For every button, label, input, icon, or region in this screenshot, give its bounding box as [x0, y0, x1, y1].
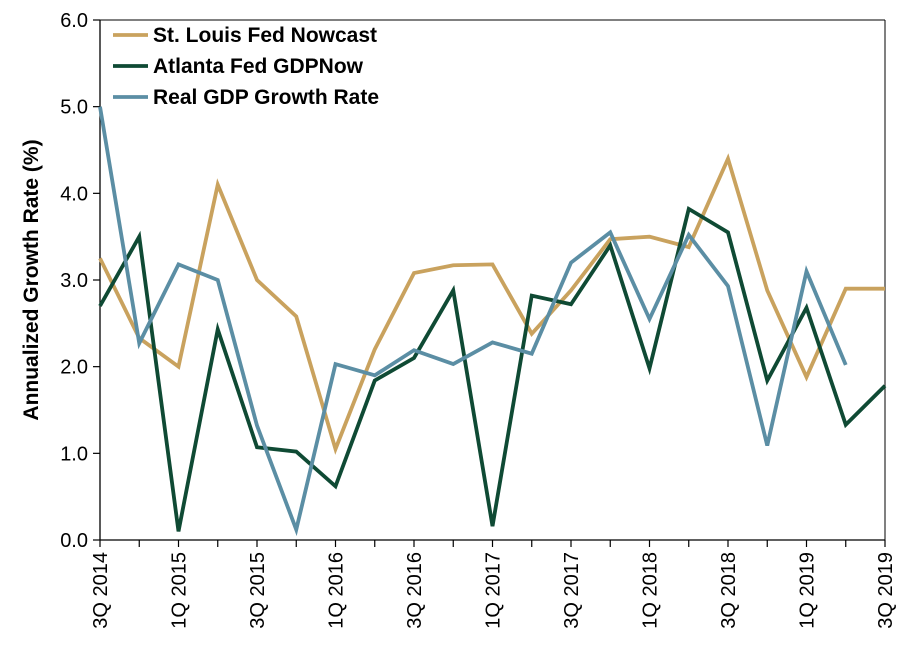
x-tick-label: 1Q 2015 [169, 552, 191, 629]
y-axis-title: Annualized Growth Rate (%) [20, 139, 43, 420]
legend-label-3: Real GDP Growth Rate [153, 86, 379, 109]
y-tick-label: 4.0 [60, 183, 88, 205]
x-tick-label: 1Q 2019 [797, 552, 819, 629]
x-tick-label: 3Q 2014 [90, 552, 112, 629]
y-tick-labels: 0.0 1.0 2.0 3.0 4.0 5.0 6.0 [60, 10, 88, 552]
y-tick-label: 3.0 [60, 270, 88, 292]
x-tick-label: 1Q 2018 [640, 552, 662, 629]
axes [93, 19, 886, 547]
x-tick-label: 1Q 2016 [326, 552, 348, 629]
y-tick-label: 2.0 [60, 357, 88, 379]
x-tick-label: 3Q 2016 [404, 552, 426, 629]
legend-label-2: Atlanta Fed GDPNow [153, 55, 364, 78]
series-line-2 [98, 205, 887, 532]
x-tick-labels: 3Q 2014 1Q 2015 3Q 2015 1Q 2016 3Q 2016 1Q 20… [90, 552, 897, 629]
x-tick-label: 3Q 2017 [561, 552, 583, 629]
x-tick-label: 3Q 2018 [718, 552, 740, 629]
y-tick-label: 0.0 [60, 530, 88, 552]
y-tick-label: 1.0 [60, 443, 88, 465]
y-tick-label: 5.0 [60, 97, 88, 119]
series-line-1 [98, 153, 885, 455]
series-lines [98, 106, 887, 537]
y-tick-label: 6.0 [60, 10, 88, 32]
x-tick-label: 3Q 2015 [247, 552, 269, 629]
legend-label-1: St. Louis Fed Nowcast [153, 24, 377, 47]
legend: St. Louis Fed Nowcast Atlanta Fed GDPNow R… [113, 24, 379, 109]
x-tick-label: 3Q 2019 [875, 552, 897, 629]
x-tick-label: 1Q 2017 [483, 552, 505, 629]
series-line-3 [98, 106, 848, 537]
